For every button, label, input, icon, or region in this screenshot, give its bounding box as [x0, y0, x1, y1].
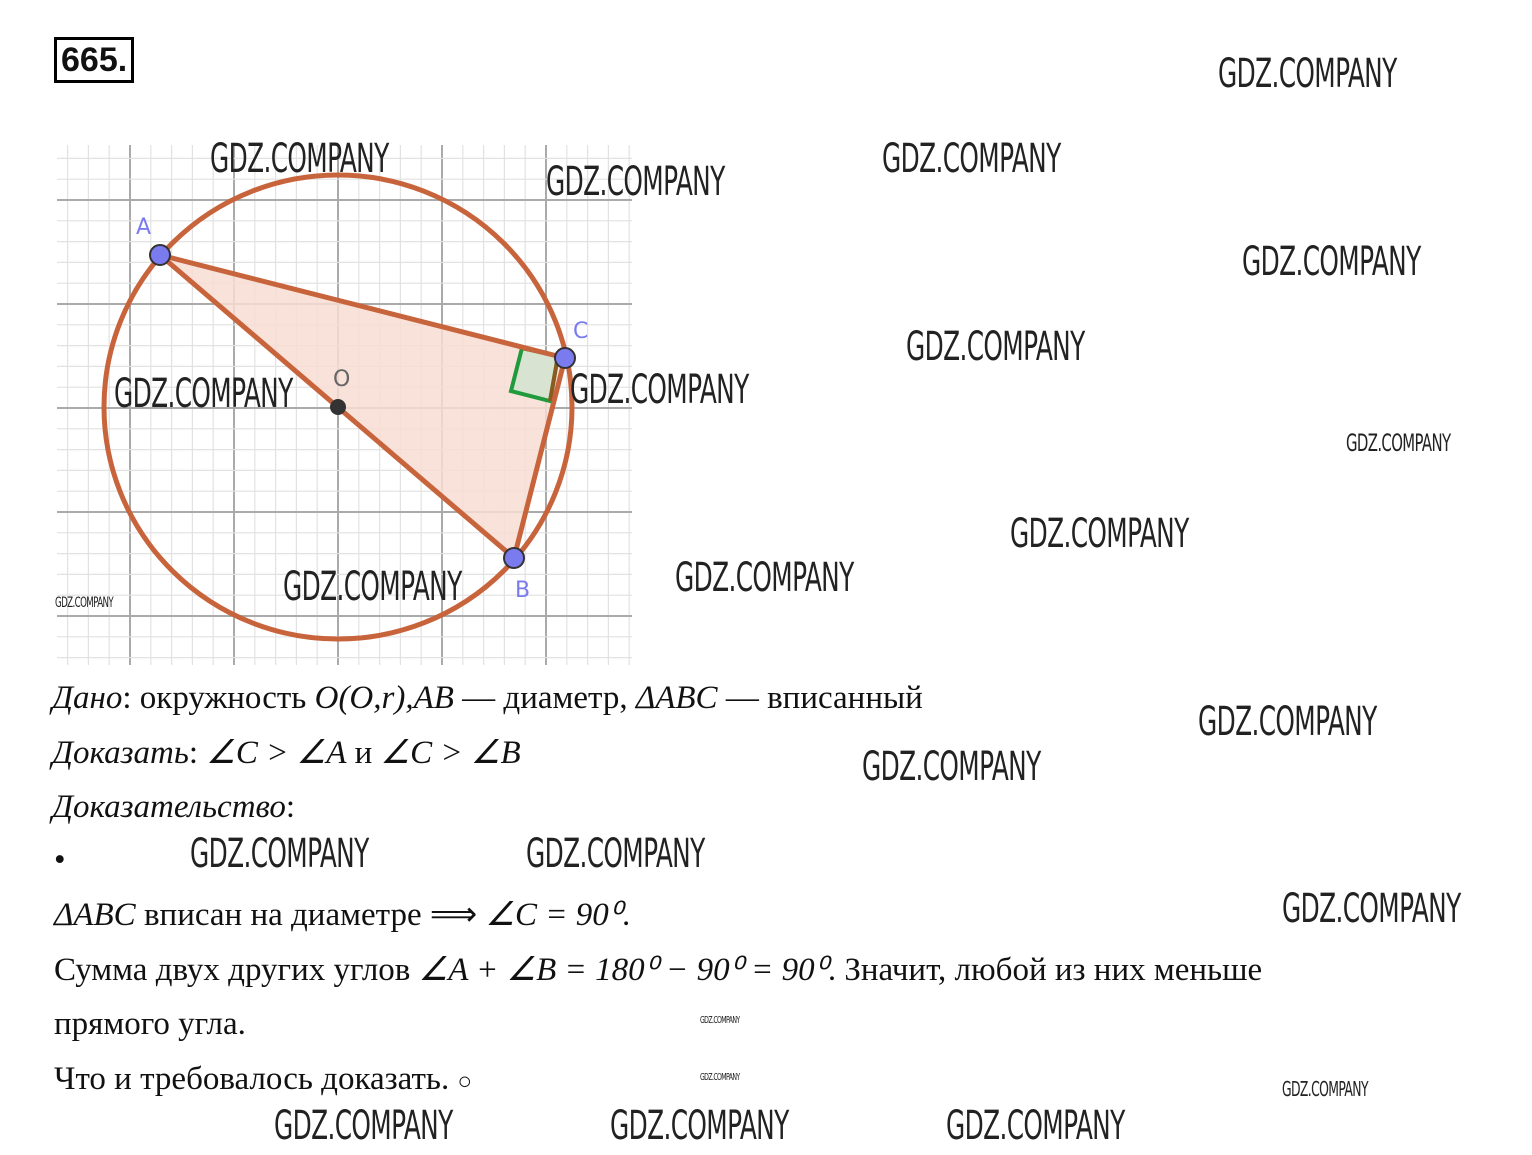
prove-line: Доказать: ∠C > ∠A и ∠C > ∠B — [52, 733, 521, 773]
step1-math: ∠C = 90⁰ — [485, 897, 623, 933]
label-a: A — [136, 215, 151, 240]
watermark-text: GDZ.COMPANY — [610, 1103, 789, 1149]
prove-math: ∠C > ∠B — [380, 735, 521, 771]
given-text: — вписанный — [717, 680, 923, 716]
point-o — [330, 399, 346, 415]
triangle-abc-fill — [160, 255, 565, 558]
given-math: ΔABC — [635, 680, 718, 716]
step1-math: ΔABC — [54, 897, 136, 933]
step2-text: Сумма двух других углов — [54, 952, 419, 988]
watermark-text: GDZ.COMPANY — [526, 831, 705, 877]
proof-heading: Доказательство: — [52, 787, 295, 827]
conclusion: Что и требовалось доказать. ○ — [54, 1059, 472, 1102]
label-c: C — [573, 319, 588, 344]
prove-text: : — [188, 735, 207, 771]
label-b: B — [515, 578, 530, 603]
label-o: O — [333, 367, 350, 392]
step2-text: . Значит, любой из них меньше — [827, 952, 1263, 988]
step1-text: вписан на диаметре ⟹ — [135, 897, 486, 933]
step-2-cont: прямого угла. — [54, 1006, 246, 1042]
problem-number: 665. — [54, 37, 135, 83]
prove-math: ∠C > ∠A — [206, 735, 347, 771]
side-ac — [159, 252, 566, 361]
point-b — [503, 547, 525, 569]
proof-colon: : — [285, 789, 296, 825]
geometry-figure: A C B O — [57, 145, 632, 665]
step2-math: ∠A + ∠B = 180⁰ − 90⁰ = 90⁰ — [418, 952, 828, 988]
conclusion-text: Что и требовалось доказать. — [54, 1061, 458, 1097]
bullet: • — [54, 842, 66, 878]
given-line: Дано: окружность O(O,r),AB — диаметр, ΔA… — [52, 678, 923, 718]
proof-label: Доказательство — [52, 789, 286, 825]
qed-mark: ○ — [457, 1069, 472, 1095]
point-a — [149, 244, 171, 266]
step-1: ΔABC вписан на диаметре ⟹ ∠C = 90⁰. — [54, 895, 630, 935]
watermark-text: GDZ.COMPANY — [190, 831, 369, 877]
watermark-text: GDZ.COMPANY — [700, 1072, 740, 1083]
given-text: — диаметр, — [453, 680, 636, 716]
watermark-text: GDZ.COMPANY — [700, 1015, 740, 1026]
watermark-text: GDZ.COMPANY — [1282, 1077, 1369, 1101]
watermark-text: GDZ.COMPANY — [862, 744, 1041, 790]
watermark-text: GDZ.COMPANY — [946, 1103, 1125, 1149]
given-label: Дано — [52, 680, 123, 716]
step-2: Сумма двух других углов ∠A + ∠B = 180⁰ −… — [54, 950, 1262, 990]
watermark-text: GDZ.COMPANY — [274, 1103, 453, 1149]
side-cb — [511, 357, 568, 559]
circle — [101, 172, 575, 642]
point-c — [554, 347, 576, 369]
prove-text: и — [346, 735, 381, 771]
prove-label: Доказать — [52, 735, 189, 771]
watermark-text: GDZ.COMPANY — [1282, 886, 1461, 932]
step1-text: . — [622, 897, 631, 933]
given-math: O(O,r),AB — [314, 680, 454, 716]
watermark-text: GDZ.COMPANY — [1198, 699, 1377, 745]
given-text: : окружность — [122, 680, 315, 716]
